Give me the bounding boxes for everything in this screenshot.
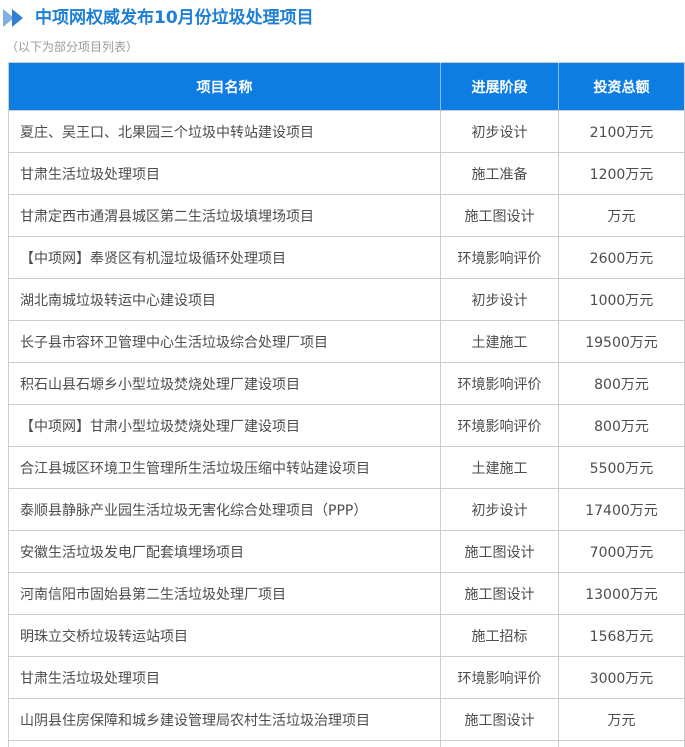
investment-cell: 13000万元 xyxy=(558,572,685,615)
table-row: 湖北南城垃圾转运中心建设项目 初步设计 1000万元 xyxy=(8,278,685,321)
project-name-cell: 泰顺县静脉产业园生活垃圾无害化综合处理项目（PPP） xyxy=(8,488,441,531)
project-name-cell: 甘肃定西市通渭县城区第二生活垃圾填埋场项目 xyxy=(8,194,441,237)
stage-cell: 施工图设计 xyxy=(440,740,559,747)
investment-cell: 1000万元 xyxy=(558,278,685,321)
investment-cell: 5500万元 xyxy=(558,446,685,489)
project-name-cell: 积石山县石塬乡小型垃圾焚烧处理厂建设项目 xyxy=(8,362,441,405)
page-subtitle: （以下为部分项目列表） xyxy=(6,40,139,54)
stage-cell: 施工图设计 xyxy=(440,530,559,573)
project-name-cell: 湖北南城垃圾转运中心建设项目 xyxy=(8,278,441,321)
project-name-cell: 【中项网】甘肃小型垃圾焚烧处理厂建设项目 xyxy=(8,404,441,447)
table-row: 泰顺县静脉产业园生活垃圾无害化综合处理项目（PPP） 初步设计 17400万元 xyxy=(8,488,685,531)
investment-cell: 800万元 xyxy=(558,362,685,405)
project-name-cell: 安徽生活垃圾发电厂配套填埋场项目 xyxy=(8,530,441,573)
investment-cell: 19500万元 xyxy=(558,320,685,363)
stage-cell: 施工图设计 xyxy=(440,698,559,741)
projects-table: 项目名称 进展阶段 投资总额 夏庄、吴王口、北果园三个垃圾中转站建设项目 初步设计… xyxy=(8,62,685,747)
stage-cell: 施工招标 xyxy=(440,614,559,657)
stage-cell: 初步设计 xyxy=(440,110,559,153)
investment-cell: 1200万元 xyxy=(558,152,685,195)
stage-cell: 环境影响评价 xyxy=(440,236,559,279)
investment-cell: 17400万元 xyxy=(558,488,685,531)
page-title: 中项网权威发布10月份垃圾处理项目 xyxy=(35,8,314,28)
table-header-row: 项目名称 进展阶段 投资总额 xyxy=(8,62,685,111)
project-name-cell: 合江县城区环境卫生管理所生活垃圾压缩中转站建设项目 xyxy=(8,446,441,489)
project-name-cell: 甘肃生活垃圾处理项目 xyxy=(8,152,441,195)
table-row: 【中项网】高唐县国环生活垃圾综合处理项目施工图设计30530.9万元 xyxy=(8,740,685,747)
stage-cell: 环境影响评价 xyxy=(440,656,559,699)
investment-cell: 30530.9万元 xyxy=(558,740,685,747)
project-name-cell: 长子县市容环卫管理中心生活垃圾综合处理厂项目 xyxy=(8,320,441,363)
project-name-cell: 【中项网】奉贤区有机湿垃圾循环处理项目 xyxy=(8,236,441,279)
table-body: 夏庄、吴王口、北果园三个垃圾中转站建设项目 初步设计 2100万元 甘肃生活垃圾处理项… xyxy=(8,110,685,747)
stage-cell: 施工图设计 xyxy=(440,194,559,237)
investment-cell: 2100万元 xyxy=(558,110,685,153)
table-row: 河南信阳市固始县第二生活垃圾处理厂项目 施工图设计 13000万元 xyxy=(8,572,685,615)
table-row: 安徽生活垃圾发电厂配套填埋场项目 施工图设计 7000万元 xyxy=(8,530,685,573)
table-row: 积石山县石塬乡小型垃圾焚烧处理厂建设项目 环境影响评价 800万元 xyxy=(8,362,685,405)
column-header-stage: 进展阶段 xyxy=(440,62,559,111)
investment-cell: 1568万元 xyxy=(558,614,685,657)
project-name-cell: 河南信阳市固始县第二生活垃圾处理厂项目 xyxy=(8,572,441,615)
project-name-cell: 【中项网】高唐县国环生活垃圾综合处理项目 xyxy=(8,740,441,747)
project-name-cell: 明珠立交桥垃圾转运站项目 xyxy=(8,614,441,657)
table-row: 明珠立交桥垃圾转运站项目 施工招标 1568万元 xyxy=(8,614,685,657)
investment-cell: 万元 xyxy=(558,698,685,741)
column-header-project-name: 项目名称 xyxy=(8,62,441,111)
table-row: 夏庄、吴王口、北果园三个垃圾中转站建设项目 初步设计 2100万元 xyxy=(8,110,685,153)
stage-cell: 施工图设计 xyxy=(440,572,559,615)
project-name-cell: 甘肃生活垃圾处理项目 xyxy=(8,656,441,699)
title-row: 中项网权威发布10月份垃圾处理项目 xyxy=(0,0,685,29)
stage-cell: 施工准备 xyxy=(440,152,559,195)
table-row: 长子县市容环卫管理中心生活垃圾综合处理厂项目 土建施工 19500万元 xyxy=(8,320,685,363)
table-row: 山阴县住房保障和城乡建设管理局农村生活垃圾治理项目 施工图设计 万元 xyxy=(8,698,685,741)
table-row: 甘肃生活垃圾处理项目 施工准备 1200万元 xyxy=(8,152,685,195)
investment-cell: 2600万元 xyxy=(558,236,685,279)
stage-cell: 土建施工 xyxy=(440,320,559,363)
stage-cell: 初步设计 xyxy=(440,278,559,321)
stage-cell: 环境影响评价 xyxy=(440,362,559,405)
stage-cell: 土建施工 xyxy=(440,446,559,489)
table-row: 甘肃生活垃圾处理项目 环境影响评价 3000万元 xyxy=(8,656,685,699)
investment-cell: 3000万元 xyxy=(558,656,685,699)
table-row: 【中项网】甘肃小型垃圾焚烧处理厂建设项目 环境影响评价 800万元 xyxy=(8,404,685,447)
table-row: 甘肃定西市通渭县城区第二生活垃圾填埋场项目 施工图设计 万元 xyxy=(8,194,685,237)
project-name-cell: 山阴县住房保障和城乡建设管理局农村生活垃圾治理项目 xyxy=(8,698,441,741)
table-row: 【中项网】奉贤区有机湿垃圾循环处理项目 环境影响评价 2600万元 xyxy=(8,236,685,279)
investment-cell: 800万元 xyxy=(558,404,685,447)
double-right-arrow-icon xyxy=(2,8,28,28)
investment-cell: 7000万元 xyxy=(558,530,685,573)
stage-cell: 环境影响评价 xyxy=(440,404,559,447)
project-name-cell: 夏庄、吴王口、北果园三个垃圾中转站建设项目 xyxy=(8,110,441,153)
stage-cell: 初步设计 xyxy=(440,488,559,531)
table-row: 合江县城区环境卫生管理所生活垃圾压缩中转站建设项目 土建施工 5500万元 xyxy=(8,446,685,489)
column-header-investment: 投资总额 xyxy=(558,62,685,111)
investment-cell: 万元 xyxy=(558,194,685,237)
